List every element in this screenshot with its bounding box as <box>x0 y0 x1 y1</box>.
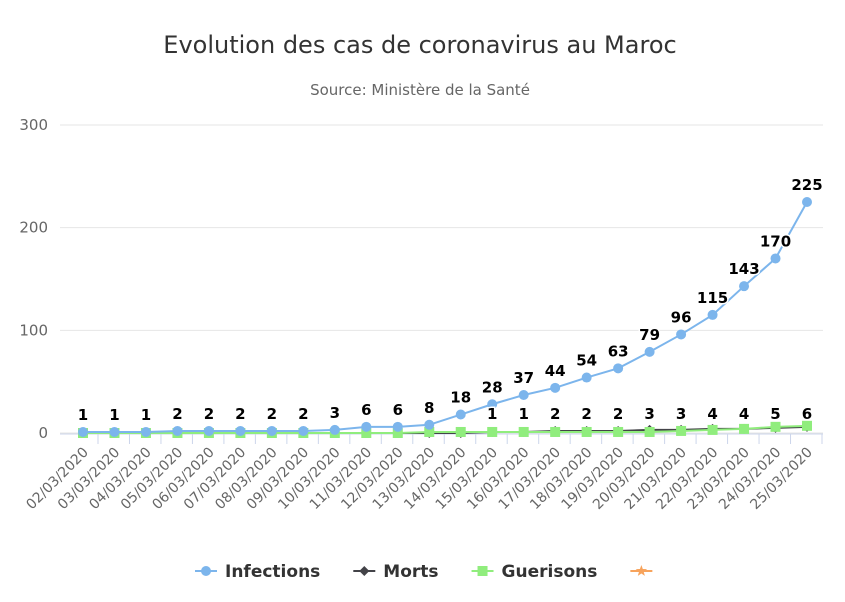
data-label: 3 <box>644 405 654 423</box>
data-point <box>487 399 498 410</box>
data-label: 6 <box>802 405 812 423</box>
data-point <box>235 425 246 436</box>
data-label: 225 <box>791 176 822 194</box>
data-point <box>361 421 372 432</box>
y-tick-label: 200 <box>19 219 48 237</box>
data-point <box>203 425 214 436</box>
legend-item-infections[interactable]: Infections <box>195 562 320 582</box>
data-point <box>329 424 340 435</box>
data-label: 2 <box>172 405 182 423</box>
data-label: 2 <box>298 405 308 423</box>
data-label: 63 <box>608 342 629 360</box>
data-point <box>676 329 687 340</box>
data-label: 3 <box>330 404 340 422</box>
data-point <box>455 426 466 437</box>
legend-item-guerisons[interactable]: Guerisons <box>471 562 598 582</box>
square-icon <box>477 566 488 576</box>
data-label: 2 <box>204 405 214 423</box>
y-tick-label: 300 <box>19 116 48 134</box>
series-line <box>83 201 808 433</box>
data-point <box>392 421 403 432</box>
data-label: 3 <box>676 405 686 423</box>
data-point <box>455 409 466 420</box>
data-point <box>581 426 592 437</box>
data-label: 28 <box>482 378 503 396</box>
legend-label: Infections <box>225 562 320 582</box>
data-point <box>424 419 435 430</box>
data-point <box>739 423 750 434</box>
data-point <box>707 424 718 435</box>
legend-label: Morts <box>383 562 438 582</box>
data-point <box>644 426 655 437</box>
chart-subtitle: Source: Ministère de la Santé <box>310 81 530 99</box>
data-label: 1 <box>78 406 88 424</box>
legend-item-morts[interactable]: Morts <box>353 562 439 582</box>
data-label: 2 <box>267 405 277 423</box>
star-icon <box>635 565 648 576</box>
data-label: 1 <box>141 406 151 424</box>
data-label: 1 <box>518 405 528 423</box>
data-label: 54 <box>576 352 597 370</box>
data-label: 1 <box>109 406 119 424</box>
y-tick-label: 100 <box>19 321 48 339</box>
data-point <box>644 346 655 357</box>
data-point <box>78 426 88 437</box>
data-label: 2 <box>550 405 560 423</box>
data-label: 18 <box>450 389 471 407</box>
data-label: 2 <box>581 405 591 423</box>
data-point <box>676 425 687 436</box>
data-point <box>581 372 592 383</box>
data-label: 6 <box>361 401 371 419</box>
data-point <box>266 425 277 436</box>
data-point <box>802 197 812 207</box>
data-point <box>550 426 561 437</box>
data-point <box>172 425 183 436</box>
series-guerisons <box>78 420 812 438</box>
data-point <box>140 426 151 437</box>
data-point <box>298 425 309 436</box>
data-point <box>550 382 561 393</box>
data-label: 96 <box>671 308 692 326</box>
data-label: 115 <box>697 289 728 307</box>
data-label: 5 <box>770 405 780 423</box>
data-label: 8 <box>424 399 434 417</box>
data-label: 2 <box>613 405 623 423</box>
legend-item-unnamed[interactable] <box>630 565 653 576</box>
data-label: 170 <box>760 232 791 250</box>
data-label: 1 <box>487 405 497 423</box>
data-point <box>707 309 718 320</box>
data-point <box>739 281 750 292</box>
series-infections <box>78 197 812 437</box>
data-label: 44 <box>545 362 566 380</box>
data-point <box>518 426 529 437</box>
data-point <box>770 253 781 264</box>
circle-icon <box>201 566 211 576</box>
data-label: 143 <box>728 260 759 278</box>
data-label: 4 <box>707 405 717 423</box>
data-label: 4 <box>739 405 749 423</box>
data-point <box>802 420 812 431</box>
data-label: 2 <box>235 405 245 423</box>
data-point <box>613 363 624 374</box>
chart-title: Evolution des cas de coronavirus au Maro… <box>163 31 676 59</box>
data-point <box>109 426 120 437</box>
data-point <box>487 426 498 437</box>
data-point <box>424 426 435 437</box>
diamond-icon <box>359 566 370 576</box>
data-point <box>361 428 372 438</box>
data-label: 79 <box>639 326 660 344</box>
series-line <box>83 424 808 434</box>
data-point <box>770 421 781 432</box>
data-label: 6 <box>393 401 403 419</box>
legend-label: Guerisons <box>502 562 598 582</box>
data-point <box>392 428 403 438</box>
y-tick-label: 0 <box>38 424 48 442</box>
data-point <box>613 426 624 437</box>
data-label: 37 <box>513 369 534 387</box>
data-point <box>518 390 529 401</box>
